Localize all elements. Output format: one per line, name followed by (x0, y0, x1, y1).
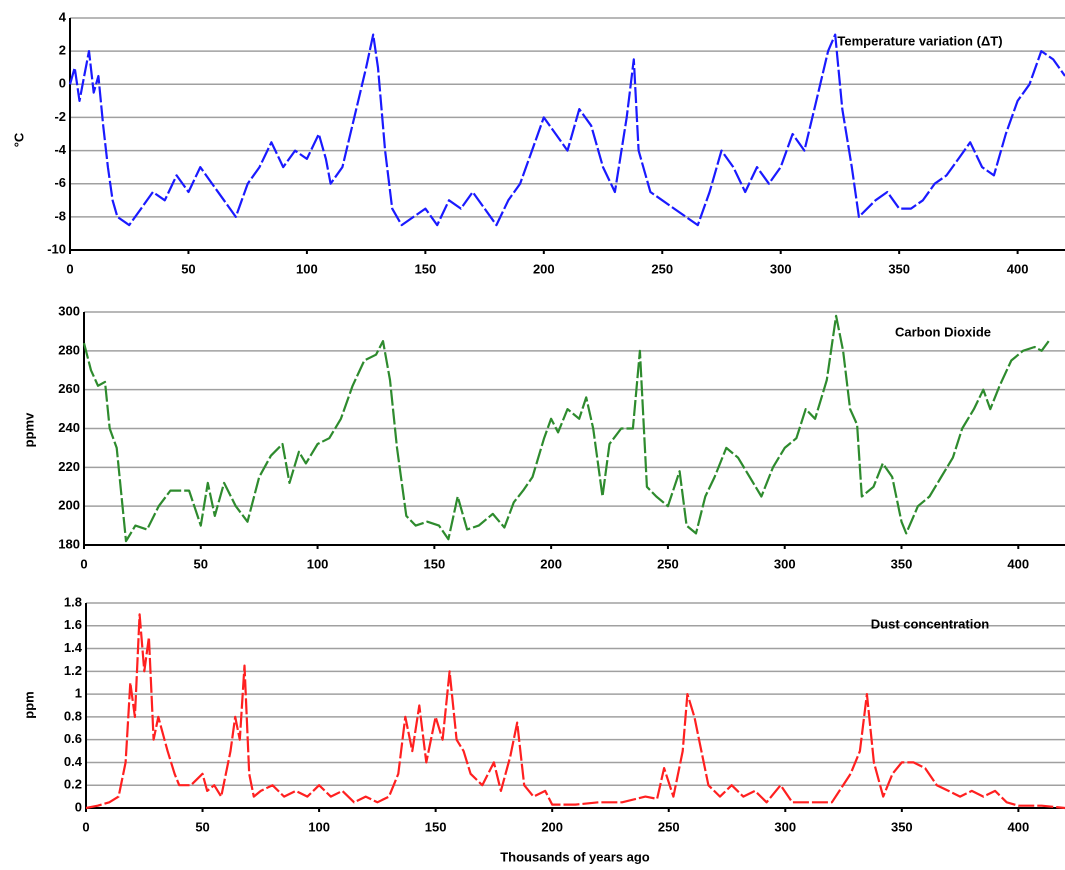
x-tick-label: 50 (195, 819, 209, 834)
y-tick-label: -10 (47, 241, 66, 256)
y-tick-label: 220 (58, 459, 80, 474)
y-tick-label: -6 (54, 175, 66, 190)
y-axis-label: °C (11, 132, 26, 147)
x-tick-label: 150 (424, 556, 446, 571)
y-tick-label: 240 (58, 420, 80, 435)
y-tick-label: 300 (58, 303, 80, 318)
x-tick-label: 150 (425, 819, 447, 834)
x-tick-label: 250 (657, 556, 679, 571)
y-tick-label: -2 (54, 109, 66, 124)
y-tick-label: 0.2 (64, 777, 82, 792)
x-tick-label: 200 (533, 261, 555, 276)
y-tick-label: 0.6 (64, 731, 82, 746)
x-tick-label: 300 (770, 261, 792, 276)
x-tick-label: 300 (774, 819, 796, 834)
y-tick-label: 1 (75, 686, 82, 701)
x-tick-label: 400 (1007, 556, 1029, 571)
x-tick-label: 400 (1008, 819, 1030, 834)
y-axis-label: ppmv (21, 412, 36, 447)
x-tick-label: 100 (308, 819, 330, 834)
x-axis-label: Thousands of years ago (500, 849, 650, 864)
x-tick-label: 100 (307, 556, 329, 571)
x-tick-label: 50 (181, 261, 195, 276)
y-tick-label: -4 (54, 142, 66, 157)
x-tick-label: 350 (888, 261, 910, 276)
x-tick-label: 100 (296, 261, 318, 276)
chart-title: Carbon Dioxide (895, 324, 991, 339)
y-tick-label: 0.8 (64, 708, 82, 723)
x-tick-label: 0 (66, 261, 73, 276)
y-tick-label: 1.8 (64, 594, 82, 609)
y-tick-label: 2 (59, 43, 66, 58)
y-tick-label: 1.6 (64, 617, 82, 632)
x-tick-label: 350 (891, 819, 913, 834)
x-tick-label: 0 (82, 819, 89, 834)
x-tick-label: 350 (891, 556, 913, 571)
y-tick-label: 1.4 (64, 640, 83, 655)
y-tick-label: 260 (58, 381, 80, 396)
y-axis-label: ppm (21, 691, 36, 718)
y-tick-label: 200 (58, 498, 80, 513)
y-tick-label: -8 (54, 208, 66, 223)
x-tick-label: 250 (651, 261, 673, 276)
y-tick-label: 1.2 (64, 663, 82, 678)
x-tick-label: 0 (80, 556, 87, 571)
y-tick-label: 0 (75, 799, 82, 814)
y-tick-label: 180 (58, 536, 80, 551)
chart-title: Dust concentration (871, 616, 990, 631)
x-tick-label: 150 (415, 261, 437, 276)
y-tick-label: 280 (58, 342, 80, 357)
data-line (68, 33, 1065, 227)
y-tick-label: 0.4 (64, 754, 83, 769)
x-tick-label: 250 (658, 819, 680, 834)
chart-title: Temperature variation (ΔT) (837, 33, 1002, 48)
x-tick-label: 400 (1007, 261, 1029, 276)
data-line (82, 314, 1050, 543)
x-tick-label: 200 (540, 556, 562, 571)
data-line (85, 613, 1065, 810)
y-tick-label: 0 (59, 76, 66, 91)
x-tick-label: 50 (194, 556, 208, 571)
x-tick-label: 200 (541, 819, 563, 834)
x-tick-label: 300 (774, 556, 796, 571)
y-tick-label: 4 (59, 9, 67, 24)
